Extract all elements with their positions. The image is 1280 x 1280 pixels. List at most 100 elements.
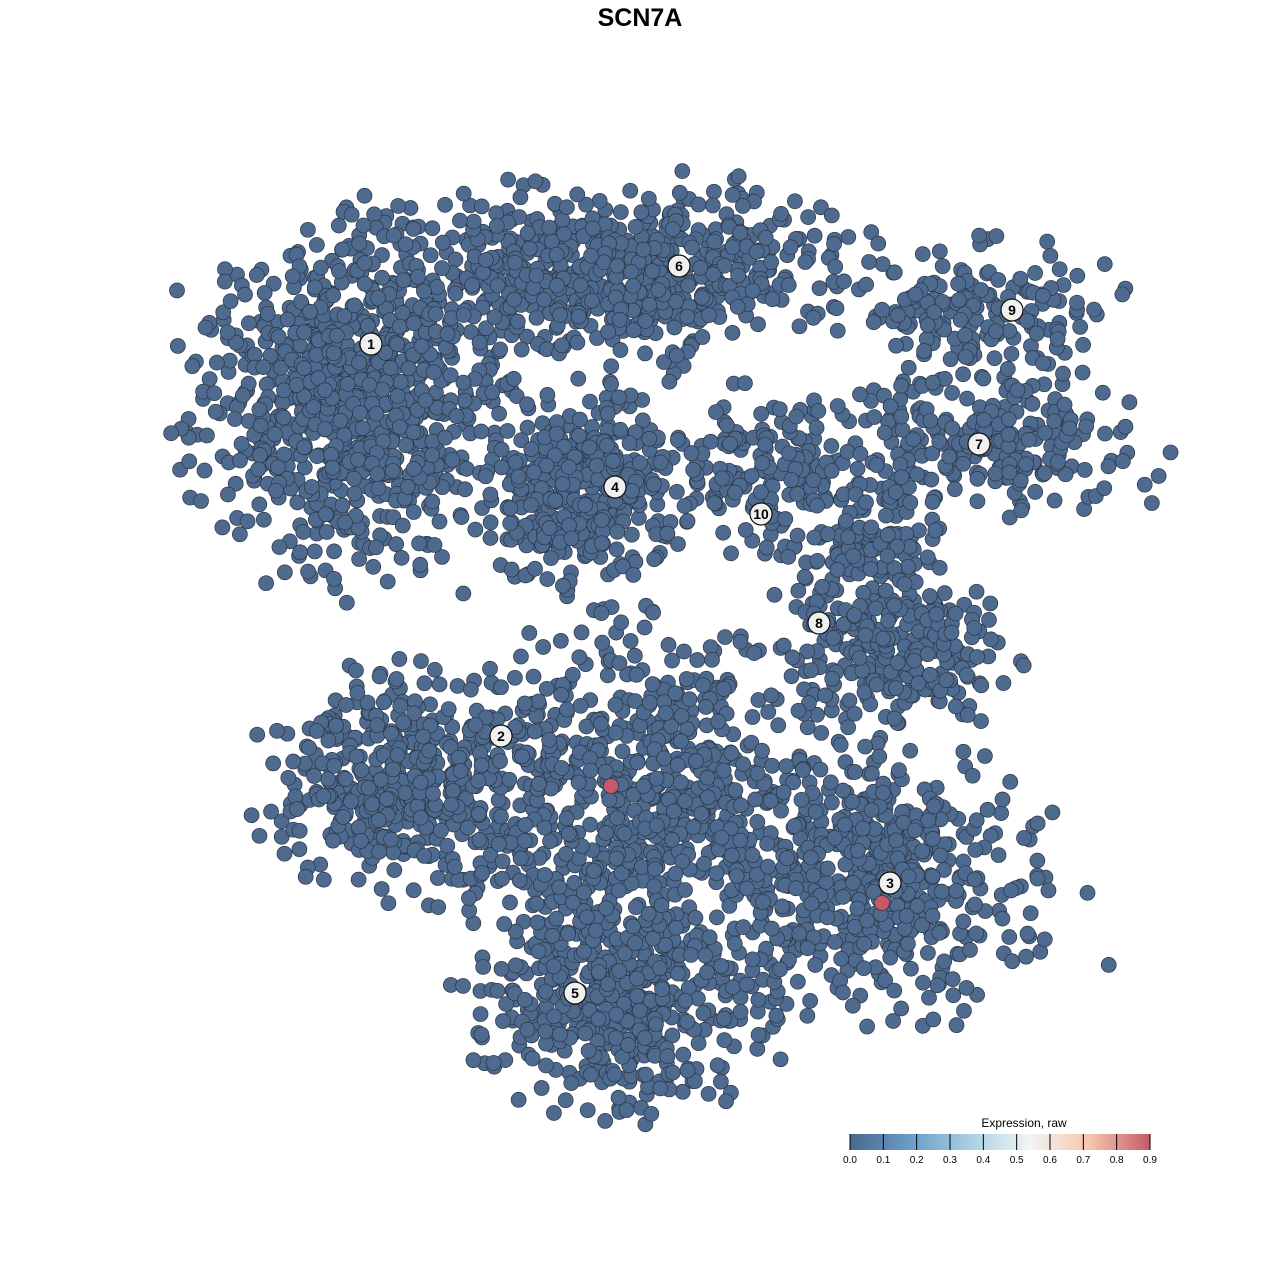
cell-point bbox=[541, 219, 558, 236]
cell-point bbox=[232, 452, 248, 469]
cell-point bbox=[484, 384, 501, 401]
cell-point bbox=[758, 539, 775, 556]
cell-point bbox=[348, 748, 365, 765]
cell-point bbox=[829, 561, 846, 578]
cell-point bbox=[934, 258, 951, 275]
cell-point bbox=[633, 859, 650, 875]
cell-point bbox=[643, 1105, 660, 1122]
cell-point bbox=[494, 870, 510, 887]
cell-point bbox=[706, 183, 722, 200]
cell-point bbox=[383, 725, 399, 742]
cell-point bbox=[375, 694, 392, 710]
cell-point bbox=[931, 559, 948, 576]
cell-point bbox=[361, 376, 378, 393]
cell-point bbox=[749, 814, 766, 830]
cell-point bbox=[594, 634, 611, 651]
cell-point bbox=[303, 479, 320, 495]
cell-point bbox=[627, 218, 644, 235]
cell-point bbox=[317, 506, 334, 523]
cell-point bbox=[800, 209, 816, 225]
cell-point bbox=[928, 606, 945, 623]
cell-point bbox=[1042, 247, 1059, 264]
cell-point bbox=[790, 702, 807, 719]
cell-point bbox=[640, 905, 657, 922]
cell-point bbox=[1055, 365, 1071, 382]
cell-point bbox=[622, 182, 639, 199]
cell-point bbox=[759, 835, 775, 852]
cell-point bbox=[563, 1075, 580, 1091]
cell-point bbox=[969, 649, 985, 665]
cell-point bbox=[526, 464, 542, 481]
cell-point bbox=[448, 408, 465, 424]
cell-point bbox=[755, 894, 771, 910]
cell-point bbox=[744, 709, 761, 725]
cell-point bbox=[844, 997, 861, 1014]
cell-point bbox=[531, 776, 547, 792]
cell-point bbox=[280, 769, 297, 786]
cell-point bbox=[973, 282, 990, 298]
cell-point bbox=[199, 427, 215, 444]
cell-point bbox=[417, 392, 434, 409]
cell-point bbox=[268, 482, 284, 499]
cell-point bbox=[875, 630, 891, 647]
cell-point bbox=[805, 472, 822, 489]
cell-point bbox=[878, 507, 894, 524]
cell-point bbox=[685, 462, 702, 478]
cell-point bbox=[746, 645, 763, 661]
cell-point bbox=[847, 764, 863, 780]
cell-point bbox=[868, 676, 885, 693]
cell-point bbox=[646, 878, 663, 895]
cell-point bbox=[552, 1026, 568, 1043]
cell-point bbox=[750, 991, 767, 1008]
cell-point bbox=[886, 710, 903, 727]
cell-point bbox=[810, 403, 827, 419]
cell-point bbox=[528, 267, 545, 284]
cell-point bbox=[325, 832, 341, 849]
cell-point bbox=[270, 328, 287, 345]
cell-point bbox=[318, 524, 335, 540]
cell-point bbox=[612, 342, 629, 358]
cell-point bbox=[434, 260, 450, 276]
cell-point bbox=[519, 396, 535, 413]
cell-point bbox=[1003, 345, 1020, 362]
cell-point bbox=[631, 1002, 648, 1019]
cell-point bbox=[664, 1064, 681, 1081]
cell-point bbox=[988, 323, 1004, 340]
cell-point bbox=[732, 224, 748, 241]
cell-point bbox=[688, 753, 704, 769]
cell-point bbox=[320, 771, 336, 788]
cell-point bbox=[749, 765, 766, 782]
cell-point bbox=[519, 225, 536, 241]
cell-point bbox=[400, 360, 417, 377]
cell-point bbox=[659, 1048, 676, 1065]
cell-point bbox=[636, 1030, 653, 1046]
cell-point bbox=[824, 670, 841, 687]
cell-point bbox=[222, 293, 239, 310]
cell-point bbox=[601, 791, 618, 808]
cell-point bbox=[787, 193, 803, 210]
cell-point bbox=[335, 809, 352, 825]
cell-point bbox=[828, 300, 845, 317]
cell-point bbox=[296, 360, 312, 376]
cell-point bbox=[395, 714, 411, 731]
cell-point bbox=[1046, 492, 1063, 509]
cell-point bbox=[783, 472, 800, 488]
cell-point bbox=[552, 307, 568, 323]
cell-point bbox=[482, 530, 499, 546]
cell-point bbox=[455, 185, 472, 202]
cell-point bbox=[983, 631, 999, 648]
cell-point bbox=[475, 959, 492, 975]
cell-point bbox=[955, 913, 972, 930]
cell-point bbox=[657, 705, 674, 721]
cell-point bbox=[652, 454, 669, 471]
cell-point bbox=[437, 429, 453, 446]
cell-point bbox=[640, 190, 657, 207]
cell-point bbox=[235, 387, 251, 404]
cell-point bbox=[315, 788, 332, 804]
cell-point bbox=[789, 486, 806, 502]
cell-point bbox=[288, 377, 305, 393]
cell-point bbox=[1162, 444, 1179, 461]
cell-point bbox=[555, 577, 571, 594]
cell-point bbox=[797, 254, 814, 270]
cell-point bbox=[1027, 265, 1043, 281]
